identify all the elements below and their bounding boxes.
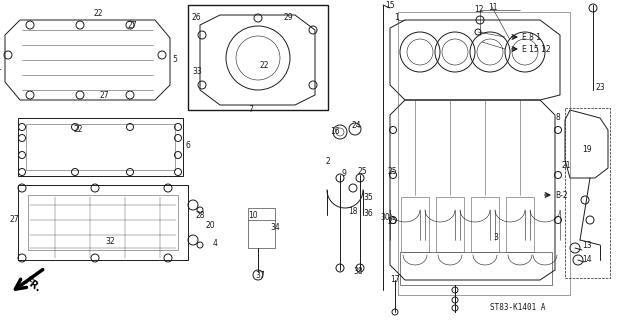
Text: 5: 5 [172, 55, 177, 65]
Text: 13: 13 [582, 242, 592, 251]
Text: 35: 35 [363, 194, 373, 203]
Text: 3: 3 [493, 234, 498, 243]
Bar [18, 185, 188, 260]
Text: 28: 28 [195, 211, 204, 220]
Text: 37: 37 [255, 270, 265, 279]
Text: 21: 21 [562, 161, 572, 170]
Bar [26, 124, 175, 170]
Bar [436, 197, 464, 252]
Bar [18, 118, 183, 176]
Text: 27: 27 [10, 215, 19, 225]
Text: 15: 15 [385, 1, 394, 10]
Text: 19: 19 [582, 146, 592, 155]
Text: 27: 27 [100, 91, 109, 100]
Text: 31: 31 [0, 63, 2, 73]
Text: 18: 18 [348, 207, 357, 217]
Text: 20: 20 [205, 221, 214, 230]
Text: 7: 7 [248, 106, 253, 115]
Text: 32: 32 [105, 237, 114, 246]
Text: FR.: FR. [22, 276, 42, 294]
Text: 23: 23 [595, 84, 604, 92]
Text: 27: 27 [128, 20, 138, 29]
Text: 29: 29 [283, 13, 292, 22]
Text: 9: 9 [342, 169, 347, 178]
Text: 8: 8 [555, 114, 560, 123]
Text: 26: 26 [192, 13, 202, 22]
Text: 30: 30 [380, 213, 390, 222]
Text: 34: 34 [270, 223, 280, 233]
Text: 1: 1 [394, 13, 399, 22]
Text: 25: 25 [388, 167, 398, 177]
Bar [401, 197, 429, 252]
Text: E 15 12: E 15 12 [522, 44, 550, 53]
Text: B-2: B-2 [555, 190, 567, 199]
Text: 24: 24 [352, 122, 362, 131]
Bar [471, 197, 499, 252]
Text: 14: 14 [582, 255, 592, 265]
Text: 22: 22 [260, 60, 269, 69]
Text: 17: 17 [390, 276, 399, 284]
Text: 16: 16 [330, 127, 340, 137]
Bar [188, 5, 328, 110]
Bar [565, 108, 610, 278]
Text: 4: 4 [213, 238, 218, 247]
Bar [506, 197, 534, 252]
Text: 25: 25 [388, 218, 398, 227]
Text: ST83-K1401 A: ST83-K1401 A [490, 303, 545, 313]
Text: 6: 6 [185, 140, 190, 149]
Text: 22: 22 [93, 10, 103, 19]
Bar [28, 195, 178, 250]
Text: 36: 36 [363, 209, 373, 218]
Text: 25: 25 [358, 167, 367, 177]
Text: 11: 11 [488, 3, 498, 12]
Text: 22: 22 [73, 125, 82, 134]
Text: 38: 38 [353, 268, 363, 276]
Text: 12: 12 [474, 5, 484, 14]
Text: 2: 2 [325, 157, 330, 166]
Text: 10: 10 [248, 212, 258, 220]
Text: E 8 1: E 8 1 [522, 33, 541, 42]
Text: 33: 33 [192, 68, 202, 76]
